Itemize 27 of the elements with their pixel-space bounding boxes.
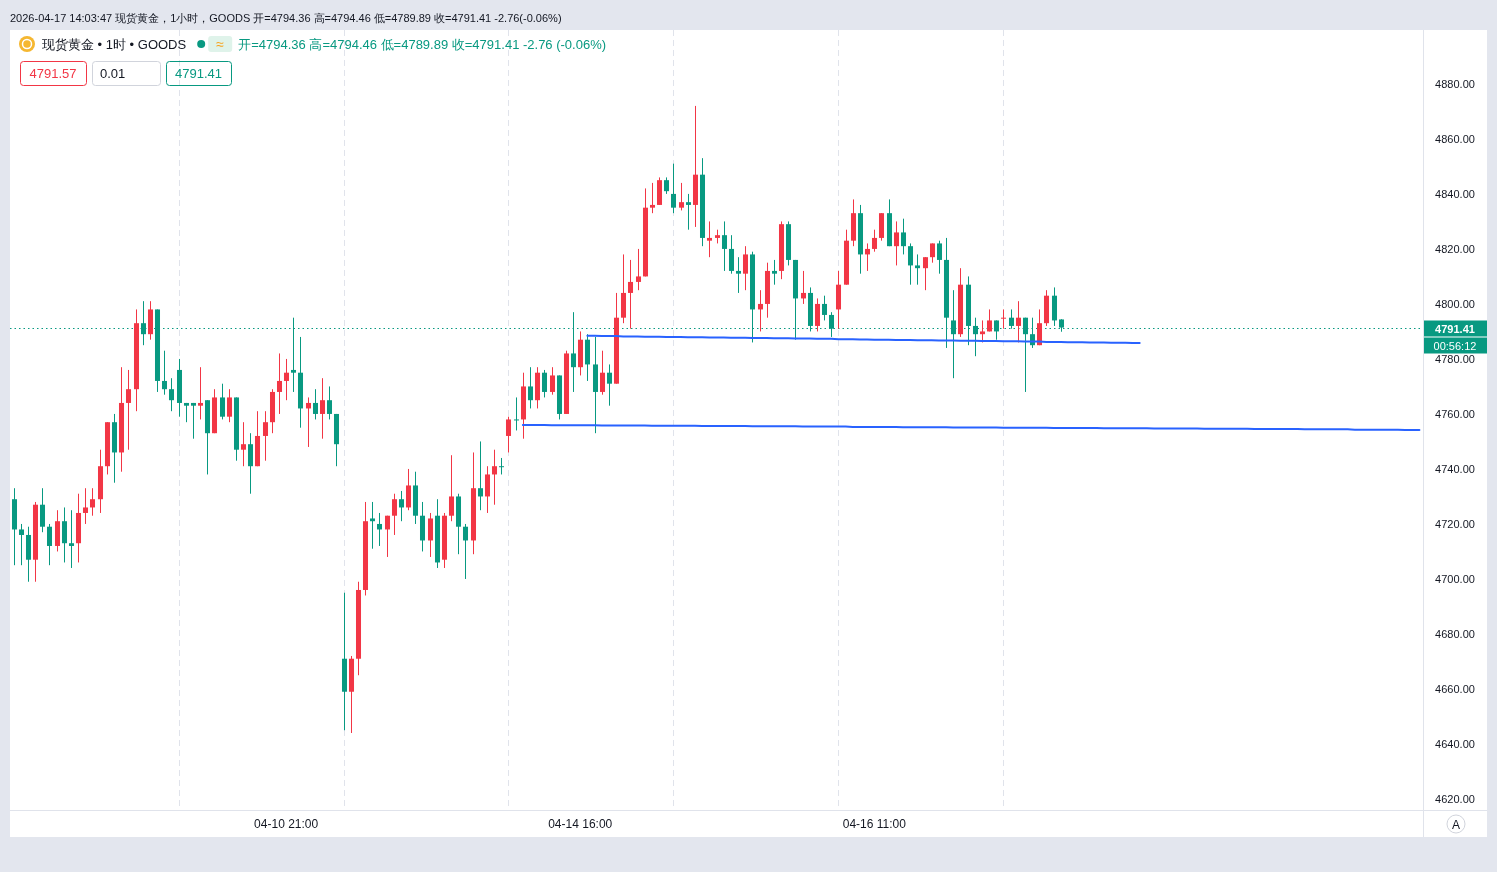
- y-tick-label: 4840.00: [1435, 187, 1475, 200]
- text: A: [1451, 817, 1461, 832]
- annotation: 4791.57: [29, 66, 77, 81]
- y-tick-label: 4860.00: [1435, 132, 1475, 145]
- text: 00:56:12: [1433, 339, 1477, 352]
- y-tick-label: 4620.00: [1435, 793, 1475, 805]
- x-tick-label: 04-14 16:00: [548, 817, 613, 831]
- y-tick-label: 4780.00: [1435, 352, 1475, 365]
- x-tick-label: 04-10 21:00: [254, 817, 319, 831]
- y-tick-label: 4640.00: [1435, 738, 1475, 750]
- y-tick-label: 4880.00: [1435, 77, 1475, 90]
- y-tick-label: 4800.00: [1435, 297, 1475, 310]
- y-tick-label: 4700.00: [1435, 572, 1475, 585]
- ref-line-label: 4791.41: [1435, 322, 1475, 335]
- y-tick-label: 4820.00: [1435, 242, 1475, 255]
- x-tick-label: 04-16 11:00: [842, 817, 906, 831]
- text: 现货黄金 • 1时 • GOODS: [42, 37, 187, 52]
- y-tick-label: 4760.00: [1435, 407, 1475, 420]
- annotation: ≈: [216, 36, 225, 52]
- y-tick-label: 4660.00: [1435, 683, 1475, 695]
- y-tick-label: 4740.00: [1435, 462, 1475, 475]
- annotation: 开=4794.36 高=4794.46 低=4789.89 收=4791.41 -2.76 (-0.06%): [238, 37, 607, 52]
- annotation: 4791.41: [175, 66, 222, 81]
- chart-title: 2026-04-17 14:03:47 现货黄金，1小时，GOODS 开=4794.36 高=4794.46 低=4789.89 收=4791.41 -2.76(-0.06%): [10, 12, 562, 24]
- annotation: 0.01: [100, 66, 126, 81]
- y-tick-label: 4720.00: [1435, 517, 1475, 530]
- y-tick-label: 4680.00: [1435, 628, 1475, 640]
